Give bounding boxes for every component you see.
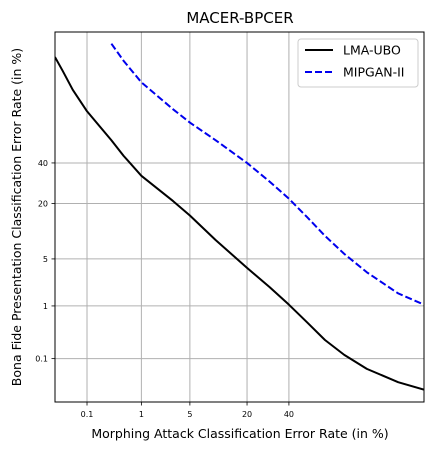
- x-tick-label: 1: [139, 410, 144, 419]
- series-line-mipgan-ii: [110, 43, 424, 306]
- plot-area-frame: [54, 31, 425, 403]
- y-tick-label: 40: [38, 159, 48, 168]
- y-tick-label: 20: [38, 200, 48, 209]
- legend-label: LMA-UBO: [343, 43, 401, 58]
- x-tick-label: 40: [284, 410, 294, 419]
- series-layer: [55, 43, 424, 391]
- legend-label: MIPGAN-II: [343, 65, 404, 80]
- x-tick-label: 0.1: [81, 410, 94, 419]
- chart-title: MACER-BPCER: [186, 9, 293, 27]
- x-tick-label: 20: [242, 410, 252, 419]
- legend: LMA-UBO MIPGAN-II: [297, 38, 419, 88]
- axis-ticks: 0.1 1 5 20 40 0.1 1 5 20 40: [35, 159, 294, 419]
- x-tick-label: 5: [187, 410, 192, 419]
- x-axis-label: Morphing Attack Classification Error Rat…: [91, 426, 388, 441]
- y-tick-label: 0.1: [35, 355, 48, 364]
- y-tick-label: 5: [43, 255, 48, 264]
- series-line-lma-ubo: [55, 56, 424, 391]
- gridlines: [55, 32, 424, 402]
- y-axis-label: Bona Fide Presentation Classification Er…: [9, 48, 24, 386]
- y-tick-label: 1: [43, 302, 48, 311]
